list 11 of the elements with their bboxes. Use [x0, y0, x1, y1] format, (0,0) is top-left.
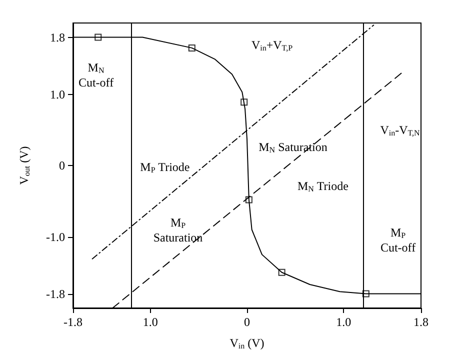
y-axis-title: Vout (V) [17, 146, 32, 185]
y-tick-label: 0 [59, 158, 65, 172]
x-tick-label: -1.8 [64, 315, 82, 329]
x-tick-label: 0 [244, 315, 250, 329]
y-tick-label: 1.8 [50, 30, 65, 44]
x-tick-label: 1.0 [336, 315, 352, 329]
y-tick-label: 1.0 [50, 87, 65, 102]
y-tick-label: -1.0 [46, 230, 65, 244]
x-tick-label: 1.0 [142, 315, 158, 329]
x-tick-label: 1.8 [414, 315, 428, 329]
y-tick-label: -1.8 [46, 286, 65, 301]
